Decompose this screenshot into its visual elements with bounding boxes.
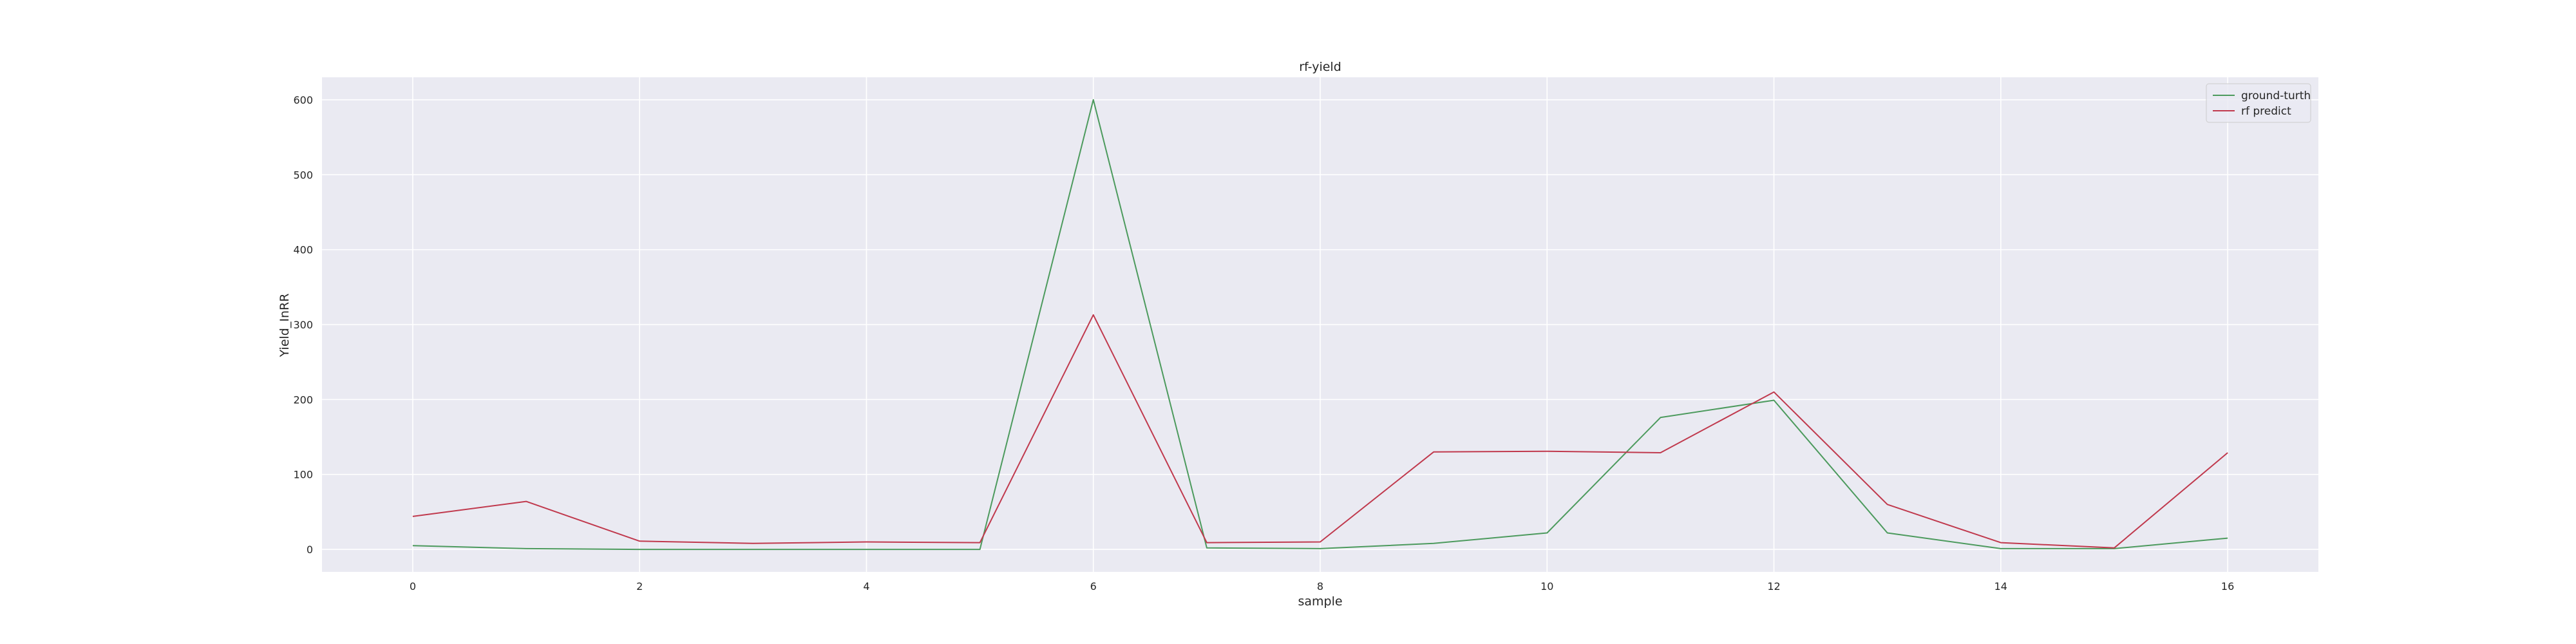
y-tick-label: 600 [293,94,313,106]
x-axis-label: sample [1298,594,1342,609]
grid [322,77,2318,572]
legend-label: ground-turth [2241,90,2311,102]
x-tick-label: 6 [1090,580,1097,592]
x-tick-label: 4 [863,580,869,592]
series-line-1 [412,314,2228,549]
legend-label: rf predict [2241,105,2291,118]
y-tick-label: 0 [307,544,313,556]
y-tick-label: 400 [293,244,313,256]
x-tick-label: 2 [636,580,643,592]
x-tick-label: 12 [1767,580,1780,592]
y-tick-label: 200 [293,393,313,406]
series-lines [412,99,2228,551]
y-axis-ticks: 0 100 200 300 400 500 600 [293,94,313,556]
x-axis-ticks: 0 2 4 6 8 10 12 14 16 [410,580,2234,592]
legend-box [2206,83,2311,123]
chart-title: rf-yield [1299,60,1341,74]
y-tick-label: 500 [293,169,313,181]
x-tick-label: 16 [2221,580,2234,592]
x-tick-label: 14 [1994,580,2007,592]
x-tick-label: 0 [410,580,416,592]
series-line-0 [412,99,2228,551]
legend: ground-turth rf predict [2206,83,2311,123]
y-tick-label: 100 [293,469,313,481]
x-tick-label: 8 [1317,580,1323,592]
y-axis-label: Yield_InRR [278,294,292,358]
y-tick-label: 300 [293,319,313,331]
x-tick-label: 10 [1540,580,1553,592]
